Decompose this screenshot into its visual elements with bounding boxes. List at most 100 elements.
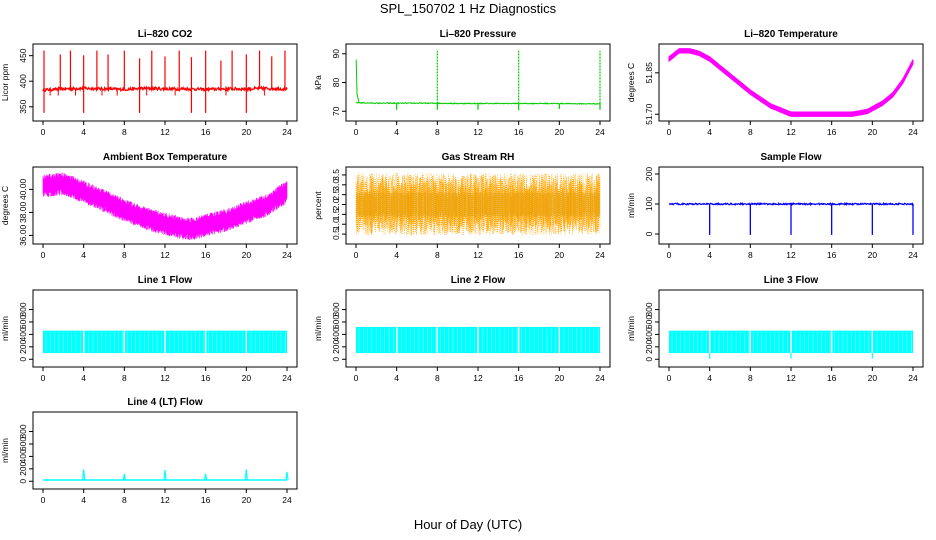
- x-tick-label: 8: [748, 250, 753, 260]
- panel-title: Line 4 (LT) Flow: [127, 397, 203, 408]
- plot-frame: [32, 411, 298, 490]
- x-tick-label: 24: [282, 495, 292, 505]
- line4-flow-peak: [122, 473, 126, 481]
- y-axis-label: degrees C: [626, 63, 636, 102]
- y-tick-label: 400: [644, 327, 654, 341]
- panel-4: Ambient Box Temperature 0 4 8 12 16 20 24 36.003…: [0, 152, 298, 260]
- x-tick-label: 20: [242, 495, 252, 505]
- panel-6: Sample Flow 0 4 8 12 16 20 24 0 100 200 ml/min: [626, 152, 924, 260]
- x-tick-label: 20: [555, 250, 565, 260]
- x-tick-label: 16: [514, 127, 524, 137]
- y-tick-label: 51.70: [644, 103, 654, 125]
- x-tick-label: 4: [81, 250, 86, 260]
- y-tick-label: 3.0: [331, 179, 341, 191]
- line4-flow-peak: [244, 469, 248, 481]
- y-tick-label: 1.0: [331, 218, 341, 230]
- y-axis-label: percent: [313, 191, 323, 220]
- y-tick-label: 0: [18, 357, 28, 362]
- x-tick-label: 12: [473, 127, 483, 137]
- panel-title: Gas Stream RH: [442, 152, 515, 163]
- x-tick-label: 0: [667, 373, 672, 383]
- panel-2: Li–820 Pressure 0 4 8 12 16 20 24 70 80 90 kPa: [313, 29, 611, 137]
- x-tick-label: 20: [242, 373, 252, 383]
- x-tick-label: 12: [160, 250, 170, 260]
- x-tick-label: 16: [514, 250, 524, 260]
- x-tick-label: 16: [514, 373, 524, 383]
- x-tick-label: 0: [354, 373, 359, 383]
- y-tick-label: 400: [18, 449, 28, 463]
- y-tick-label: 2.0: [331, 198, 341, 210]
- y-tick-label: 70: [331, 106, 341, 116]
- x-tick-label: 8: [122, 373, 127, 383]
- x-tick-label: 4: [394, 250, 399, 260]
- panel-title: Ambient Box Temperature: [103, 152, 228, 163]
- y-tick-label: 200: [18, 339, 28, 353]
- x-tick-label: 0: [41, 495, 46, 505]
- panel-10: Line 4 (LT) Flow 0 4 8 12 16 20 24 0 200400600800…: [0, 397, 298, 505]
- y-tick-label: 90: [331, 49, 341, 59]
- y-tick-label: 2.5: [331, 188, 341, 200]
- y-tick-label: 36.00: [18, 224, 28, 246]
- panel-title: Line 3 Flow: [764, 275, 819, 286]
- x-tick-label: 20: [868, 127, 878, 137]
- rh-core-band: [356, 192, 600, 217]
- y-tick-label: 0: [18, 479, 28, 484]
- x-tick-label: 4: [394, 373, 399, 383]
- panel-5: Gas Stream RH0 4 8 12 16 20 240.51.01.52.02.53…: [313, 152, 611, 260]
- y-tick-label: 600: [644, 315, 654, 329]
- x-tick-label: 16: [201, 250, 211, 260]
- x-tick-label: 24: [282, 373, 292, 383]
- y-tick-label: 400: [18, 74, 28, 88]
- x-tick-label: 12: [786, 373, 796, 383]
- y-tick-label: 600: [331, 315, 341, 329]
- x-axis-caption: Hour of Day (UTC): [413, 517, 523, 532]
- line4-flow-peak: [204, 473, 208, 481]
- rh-noise-band: [355, 173, 601, 236]
- y-tick-label: 200: [18, 461, 28, 475]
- x-tick-label: 12: [473, 250, 483, 260]
- x-tick-label: 20: [242, 127, 252, 137]
- x-tick-label: 0: [41, 373, 46, 383]
- x-tick-label: 20: [555, 373, 565, 383]
- y-tick-label: 1.5: [331, 208, 341, 220]
- y-axis-label: Licor ppm: [0, 64, 10, 101]
- y-tick-label: 200: [331, 339, 341, 353]
- panel-title: Sample Flow: [760, 152, 821, 163]
- x-tick-label: 12: [786, 127, 796, 137]
- pressure-startup: [355, 59, 360, 103]
- line4-flow-peak: [285, 471, 289, 481]
- x-tick-label: 24: [908, 373, 918, 383]
- y-tick-label: 800: [331, 302, 341, 316]
- x-tick-label: 0: [41, 250, 46, 260]
- x-tick-label: 8: [435, 373, 440, 383]
- x-tick-label: 12: [473, 373, 483, 383]
- y-tick-label: 0.5: [331, 228, 341, 240]
- page-title: SPL_150702 1 Hz Diagnostics: [379, 1, 557, 16]
- plot-frame: [32, 289, 298, 368]
- y-tick-label: 40.00: [18, 178, 28, 200]
- x-tick-label: 4: [81, 373, 86, 383]
- y-tick-label: 38.00: [18, 201, 28, 223]
- x-tick-label: 24: [595, 250, 605, 260]
- y-axis-label: ml/min: [626, 193, 636, 218]
- x-tick-label: 12: [160, 373, 170, 383]
- x-tick-label: 0: [354, 127, 359, 137]
- x-tick-label: 8: [435, 127, 440, 137]
- x-tick-label: 4: [394, 127, 399, 137]
- panel-title: Li–820 Temperature: [744, 29, 838, 40]
- x-tick-label: 16: [827, 250, 837, 260]
- x-tick-label: 20: [868, 373, 878, 383]
- y-tick-label: 80: [331, 78, 341, 88]
- y-tick-label: 400: [18, 327, 28, 341]
- x-tick-label: 16: [827, 127, 837, 137]
- y-tick-label: 400: [331, 327, 341, 341]
- x-tick-label: 4: [81, 495, 86, 505]
- x-tick-label: 16: [201, 127, 211, 137]
- x-tick-label: 24: [282, 127, 292, 137]
- panel-title: Li–820 CO2: [138, 29, 193, 40]
- y-tick-label: 0: [331, 357, 341, 362]
- x-tick-label: 20: [555, 127, 565, 137]
